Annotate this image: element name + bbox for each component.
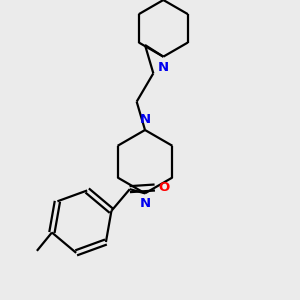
Text: N: N [140,113,151,126]
Text: O: O [159,181,170,194]
Text: N: N [158,61,169,74]
Text: N: N [140,197,151,210]
